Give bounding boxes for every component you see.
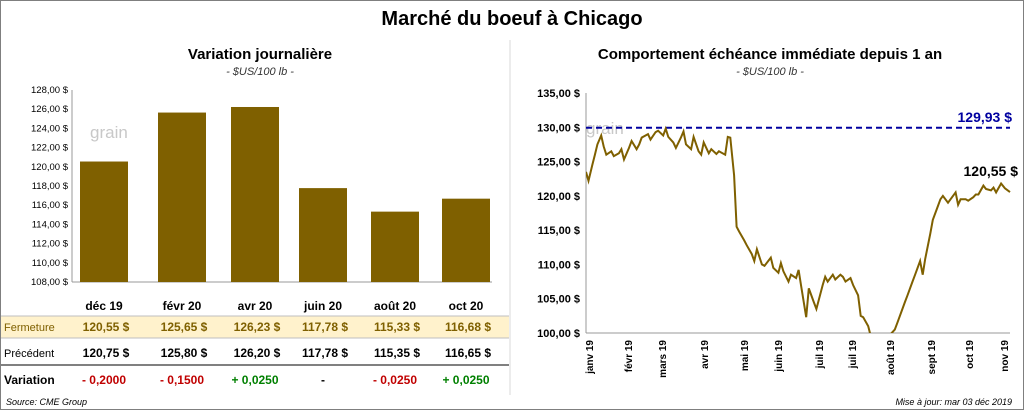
table-cell: 120,75 $ <box>83 346 130 360</box>
left-y-tick-label: 114,00 $ <box>32 219 69 230</box>
page-title: Marché du boeuf à Chicago <box>381 8 643 30</box>
table-cell: 117,78 $ <box>302 346 348 360</box>
right-chart-unit: - $US/100 lb - <box>736 66 804 78</box>
right-y-tick-label: 130,00 $ <box>537 122 580 134</box>
right-x-tick-label: sept 19 <box>927 340 938 375</box>
reference-line-label: 129,93 $ <box>958 109 1013 125</box>
left-y-tick-label: 126,00 $ <box>31 104 69 115</box>
left-y-tick-label: 122,00 $ <box>31 143 69 154</box>
table-row-label: Précédent <box>4 348 54 360</box>
left-y-tick-label: 128,00 $ <box>31 85 69 96</box>
left-y-tick-label: 120,00 $ <box>31 162 69 173</box>
right-y-tick-label: 135,00 $ <box>537 88 580 100</box>
table-cell: 117,78 $ <box>302 320 348 334</box>
right-x-tick-label: juil 19 <box>815 340 826 370</box>
table-cell: - 0,0250 <box>373 373 417 387</box>
left-y-tick-label: 124,00 $ <box>31 123 69 134</box>
price-series-line <box>586 125 1011 333</box>
right-x-tick-label: août 19 <box>886 340 897 375</box>
left-y-tick-label: 108,00 $ <box>31 277 69 288</box>
bar <box>442 198 490 282</box>
watermark-left: grain <box>90 123 128 142</box>
right-x-tick-label: janv 19 <box>585 340 596 375</box>
table-cell: 125,80 $ <box>161 346 208 360</box>
left-chart-unit: - $US/100 lb - <box>226 66 294 78</box>
right-y-tick-label: 115,00 $ <box>538 225 580 237</box>
table-cell: 115,35 $ <box>374 346 420 360</box>
bar <box>371 211 419 282</box>
table-cell: 116,65 $ <box>445 346 491 360</box>
table-row-label: Fermeture <box>4 322 55 334</box>
bar <box>231 106 279 282</box>
right-chart-title: Comportement échéance immédiate depuis 1… <box>597 46 943 63</box>
table-cell: - 0,2000 <box>82 373 126 387</box>
right-y-tick-label: 120,00 $ <box>537 191 580 203</box>
right-x-tick-label: févr 19 <box>624 340 635 373</box>
right-y-tick-label: 110,00 $ <box>538 259 580 271</box>
right-y-tick-label: 125,00 $ <box>537 157 580 169</box>
bar <box>80 161 128 282</box>
table-cell: 126,20 $ <box>234 346 281 360</box>
right-x-tick-label: oct 19 <box>965 340 976 369</box>
category-label: oct 20 <box>449 299 484 313</box>
table-row-label: Variation <box>4 373 55 387</box>
update-note: Mise à jour: mar 03 déc 2019 <box>895 397 1012 407</box>
right-x-tick-label: juin 19 <box>774 340 785 373</box>
right-x-tick-label: mars 19 <box>658 340 669 378</box>
right-x-tick-label: mai 19 <box>740 340 751 372</box>
left-y-tick-label: 116,00 $ <box>32 200 69 211</box>
table-cell: 125,65 $ <box>161 320 208 334</box>
right-x-tick-label: nov 19 <box>1000 340 1011 372</box>
table-cell: - <box>321 373 325 387</box>
right-y-tick-label: 105,00 $ <box>537 294 580 306</box>
left-y-tick-label: 112,00 $ <box>32 239 69 250</box>
category-label: avr 20 <box>238 299 273 313</box>
left-y-tick-label: 110,00 $ <box>32 258 69 269</box>
category-label: juin 20 <box>303 299 342 313</box>
right-x-tick-label: juil 19 <box>848 340 859 370</box>
table-cell: + 0,0250 <box>442 373 489 387</box>
table-cell: 126,23 $ <box>234 320 281 334</box>
left-y-tick-label: 118,00 $ <box>32 181 69 192</box>
category-label: août 20 <box>374 299 416 313</box>
table-cell: 120,55 $ <box>83 320 130 334</box>
category-label: déc 19 <box>85 299 123 313</box>
category-label: févr 20 <box>163 299 202 313</box>
table-cell: + 0,0250 <box>231 373 278 387</box>
last-value-label: 120,55 $ <box>964 163 1019 179</box>
table-highlight-row <box>1 316 509 338</box>
right-y-tick-label: 100,00 $ <box>537 328 580 340</box>
right-x-tick-label: avr 19 <box>700 340 711 369</box>
left-chart-title: Variation journalière <box>187 46 333 63</box>
table-cell: - 0,1500 <box>160 373 204 387</box>
table-cell: 115,33 $ <box>374 320 420 334</box>
watermark-right: grain <box>586 119 624 138</box>
bar <box>158 112 206 282</box>
bar <box>299 188 347 282</box>
table-cell: 116,68 $ <box>445 320 491 334</box>
source-note: Source: CME Group <box>6 397 88 407</box>
